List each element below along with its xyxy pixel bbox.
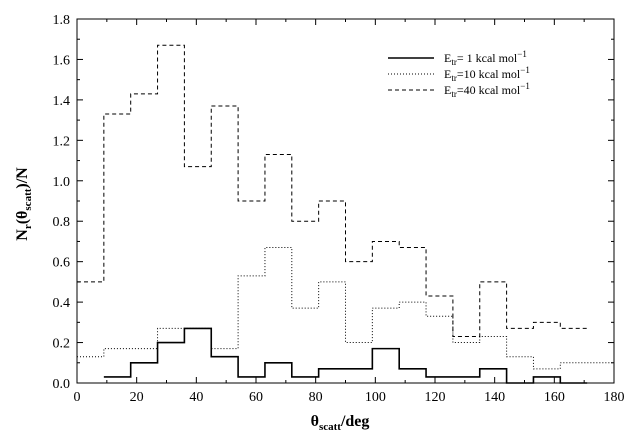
- x-tick-label: 140: [484, 390, 505, 405]
- y-tick-label: 0.4: [53, 296, 71, 311]
- y-tick-label: 1.8: [53, 13, 71, 28]
- y-tick-label: 0.6: [53, 256, 71, 271]
- legend-label-1kcal: Etr= 1 kcal mol−1: [444, 49, 527, 67]
- series-layer: [77, 45, 614, 383]
- y-tick-label: 0.2: [53, 337, 71, 352]
- y-tick-label: 1.2: [53, 134, 71, 149]
- x-tick-label: 0: [74, 390, 81, 405]
- y-tick-label: 0.8: [53, 215, 71, 230]
- y-tick-label: 0.0: [53, 377, 71, 392]
- x-tick-label: 160: [544, 390, 565, 405]
- y-tick-label: 1.4: [53, 94, 71, 109]
- x-tick-label: 80: [309, 390, 323, 405]
- x-tick-label: 180: [604, 390, 625, 405]
- x-tick-label: 40: [189, 390, 203, 405]
- x-tick-label: 100: [365, 390, 386, 405]
- x-tick-label: 120: [425, 390, 446, 405]
- x-axis-title-subscript: scatt: [319, 421, 341, 433]
- legend: Etr= 1 kcal mol−1 Etr=10 kcal mol−1 Etr=…: [388, 49, 530, 99]
- x-axis: 0 20 40 60 80 100 120 140 160 180: [74, 19, 625, 405]
- x-tick-label: 20: [130, 390, 144, 405]
- x-axis-title: θscatt/deg: [311, 413, 370, 433]
- x-tick-label: 60: [249, 390, 263, 405]
- y-tick-label: 1.0: [53, 175, 71, 190]
- series-1kcal: [104, 328, 587, 383]
- legend-label-40kcal: Etr=40 kcal mol−1: [444, 81, 530, 99]
- y-tick-label: 1.6: [53, 53, 71, 68]
- legend-label-10kcal: Etr=10 kcal mol−1: [444, 65, 530, 83]
- y-axis-title: Nr(θscatt)/N: [14, 167, 34, 241]
